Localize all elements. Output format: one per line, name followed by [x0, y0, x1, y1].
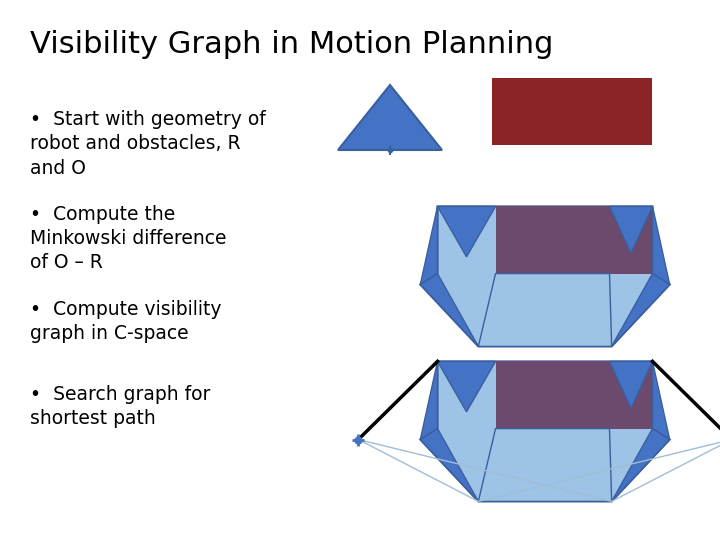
Text: Visibility Graph in Motion Planning: Visibility Graph in Motion Planning: [30, 30, 554, 59]
Polygon shape: [420, 361, 438, 440]
Polygon shape: [438, 206, 495, 257]
Polygon shape: [478, 274, 612, 346]
Polygon shape: [612, 274, 670, 346]
Text: •  Search graph for
shortest path: • Search graph for shortest path: [30, 385, 210, 428]
Polygon shape: [420, 274, 478, 346]
Polygon shape: [438, 361, 495, 412]
Polygon shape: [420, 361, 670, 502]
Polygon shape: [420, 206, 670, 346]
Text: •  Compute visibility
graph in C-space: • Compute visibility graph in C-space: [30, 300, 222, 343]
Polygon shape: [652, 206, 670, 285]
Polygon shape: [652, 361, 670, 440]
Polygon shape: [610, 361, 652, 408]
Text: •  Start with geometry of
robot and obstacles, R
and O: • Start with geometry of robot and obsta…: [30, 110, 266, 178]
Polygon shape: [610, 206, 652, 253]
Text: •  Compute the
Minkowski difference
of O – R: • Compute the Minkowski difference of O …: [30, 205, 227, 273]
Polygon shape: [478, 429, 612, 502]
Bar: [495, 206, 652, 274]
Polygon shape: [420, 429, 478, 502]
Bar: [495, 361, 652, 429]
Polygon shape: [338, 85, 442, 150]
Bar: [492, 78, 652, 145]
Polygon shape: [420, 206, 438, 285]
Polygon shape: [612, 429, 670, 502]
